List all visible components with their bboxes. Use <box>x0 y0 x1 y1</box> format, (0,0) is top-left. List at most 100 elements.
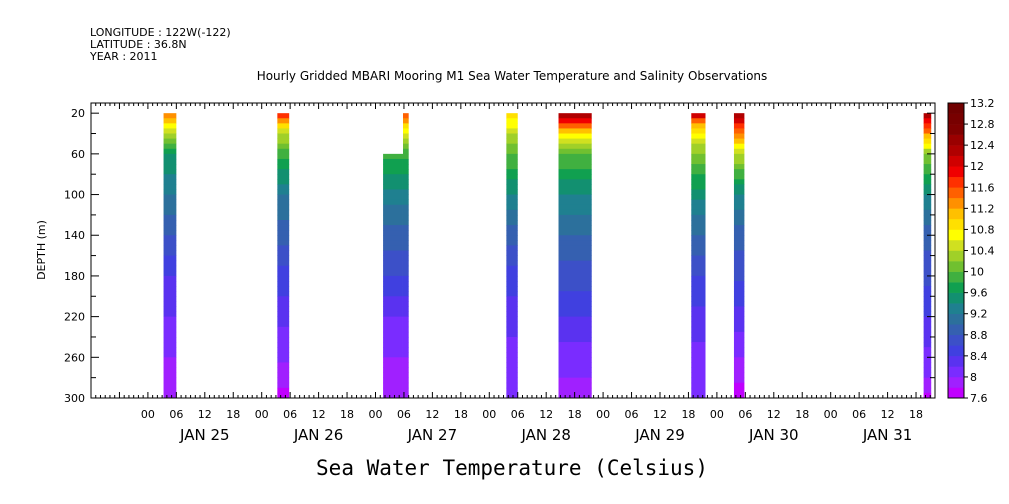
data-cell <box>558 306 592 312</box>
data-cell <box>733 219 745 226</box>
data-cell <box>691 153 706 160</box>
data-cell <box>923 372 932 379</box>
data-cell <box>558 148 592 155</box>
data-column <box>403 113 409 399</box>
colorbar-swatch <box>948 303 964 315</box>
header-longitude: LONGITUDE : 122W(-122) <box>90 26 231 39</box>
y-tick-label: 20 <box>71 107 85 120</box>
data-cell <box>923 270 932 277</box>
data-cell <box>691 331 706 338</box>
data-cell <box>733 377 745 384</box>
data-cell <box>163 113 177 119</box>
data-cell <box>403 321 409 328</box>
data-cell <box>923 128 932 134</box>
data-cell <box>923 347 932 353</box>
x-axis-label: Sea Water Temperature (Celsius) <box>316 456 708 480</box>
data-cell <box>383 265 403 272</box>
colorbar-swatch <box>948 187 964 199</box>
data-cell <box>403 128 409 134</box>
data-cell <box>733 169 745 175</box>
data-cell <box>923 275 932 282</box>
data-cell <box>691 301 706 307</box>
data-cell <box>733 245 745 251</box>
data-cell <box>403 133 409 140</box>
data-cell <box>558 331 592 338</box>
data-column <box>506 113 518 399</box>
data-cell <box>558 133 592 140</box>
data-cell <box>558 184 592 190</box>
data-cell <box>506 123 518 129</box>
x-tick-label: 00 <box>710 408 724 421</box>
data-cell <box>733 194 745 201</box>
data-cell <box>163 204 177 211</box>
data-cell <box>163 174 177 180</box>
data-cell <box>383 301 403 307</box>
data-cell <box>403 265 409 272</box>
data-cell <box>923 240 932 246</box>
data-cell <box>277 387 290 394</box>
data-cell <box>163 214 177 221</box>
data-cell <box>558 123 592 129</box>
data-cell <box>506 286 518 292</box>
data-cell <box>506 113 518 119</box>
data-cell <box>403 235 409 241</box>
data-cell <box>923 296 932 302</box>
data-cell <box>277 367 290 373</box>
y-tick-label: 300 <box>64 392 85 405</box>
data-cell <box>163 209 177 216</box>
data-cell <box>163 143 177 150</box>
x-tick-label: 00 <box>368 408 382 421</box>
data-cell <box>277 255 290 262</box>
data-cell <box>403 270 409 277</box>
data-cell <box>403 250 409 256</box>
data-cell <box>403 286 409 292</box>
data-cell <box>506 281 518 287</box>
data-cell <box>163 331 177 338</box>
data-cell <box>506 352 518 358</box>
data-cell <box>403 347 409 353</box>
data-cell <box>163 250 177 256</box>
data-cell <box>733 138 745 145</box>
x-tick-label: 06 <box>852 408 866 421</box>
data-cell <box>558 316 592 323</box>
data-cell <box>558 342 592 348</box>
data-cell <box>383 225 403 231</box>
data-cell <box>923 235 932 241</box>
data-cell <box>403 158 409 165</box>
data-cell <box>506 164 518 170</box>
data-cell <box>383 372 403 379</box>
data-cell <box>163 260 177 267</box>
x-tick-label: 06 <box>738 408 752 421</box>
data-cell <box>733 336 745 343</box>
data-cell <box>506 225 518 231</box>
data-cell <box>558 352 592 358</box>
data-cell <box>163 296 177 302</box>
data-cell <box>733 321 745 328</box>
data-cell <box>383 311 403 318</box>
data-cell <box>733 148 745 155</box>
data-cell <box>506 291 518 297</box>
x-tick-label: 06 <box>625 408 639 421</box>
colorbar-swatch <box>948 229 964 241</box>
data-cell <box>277 184 290 190</box>
data-cell <box>163 225 177 231</box>
data-cell <box>163 199 177 206</box>
colorbar-tick-label: 12.4 <box>970 139 995 152</box>
data-cell <box>277 382 290 389</box>
data-cell <box>383 306 403 312</box>
colorbar-swatch <box>948 345 964 357</box>
data-cell <box>506 219 518 226</box>
data-cell <box>506 347 518 353</box>
colorbar-swatch <box>948 134 964 146</box>
data-column <box>733 113 745 399</box>
colorbar-swatch <box>948 250 964 262</box>
colorbar-tick-label: 9.2 <box>970 308 988 321</box>
data-cell <box>277 214 290 221</box>
data-cell <box>163 301 177 307</box>
data-cell <box>923 306 932 312</box>
x-tick-label: 06 <box>283 408 297 421</box>
data-cell <box>383 382 403 389</box>
data-cell <box>923 321 932 328</box>
data-cell <box>733 158 745 165</box>
data-cell <box>691 291 706 297</box>
